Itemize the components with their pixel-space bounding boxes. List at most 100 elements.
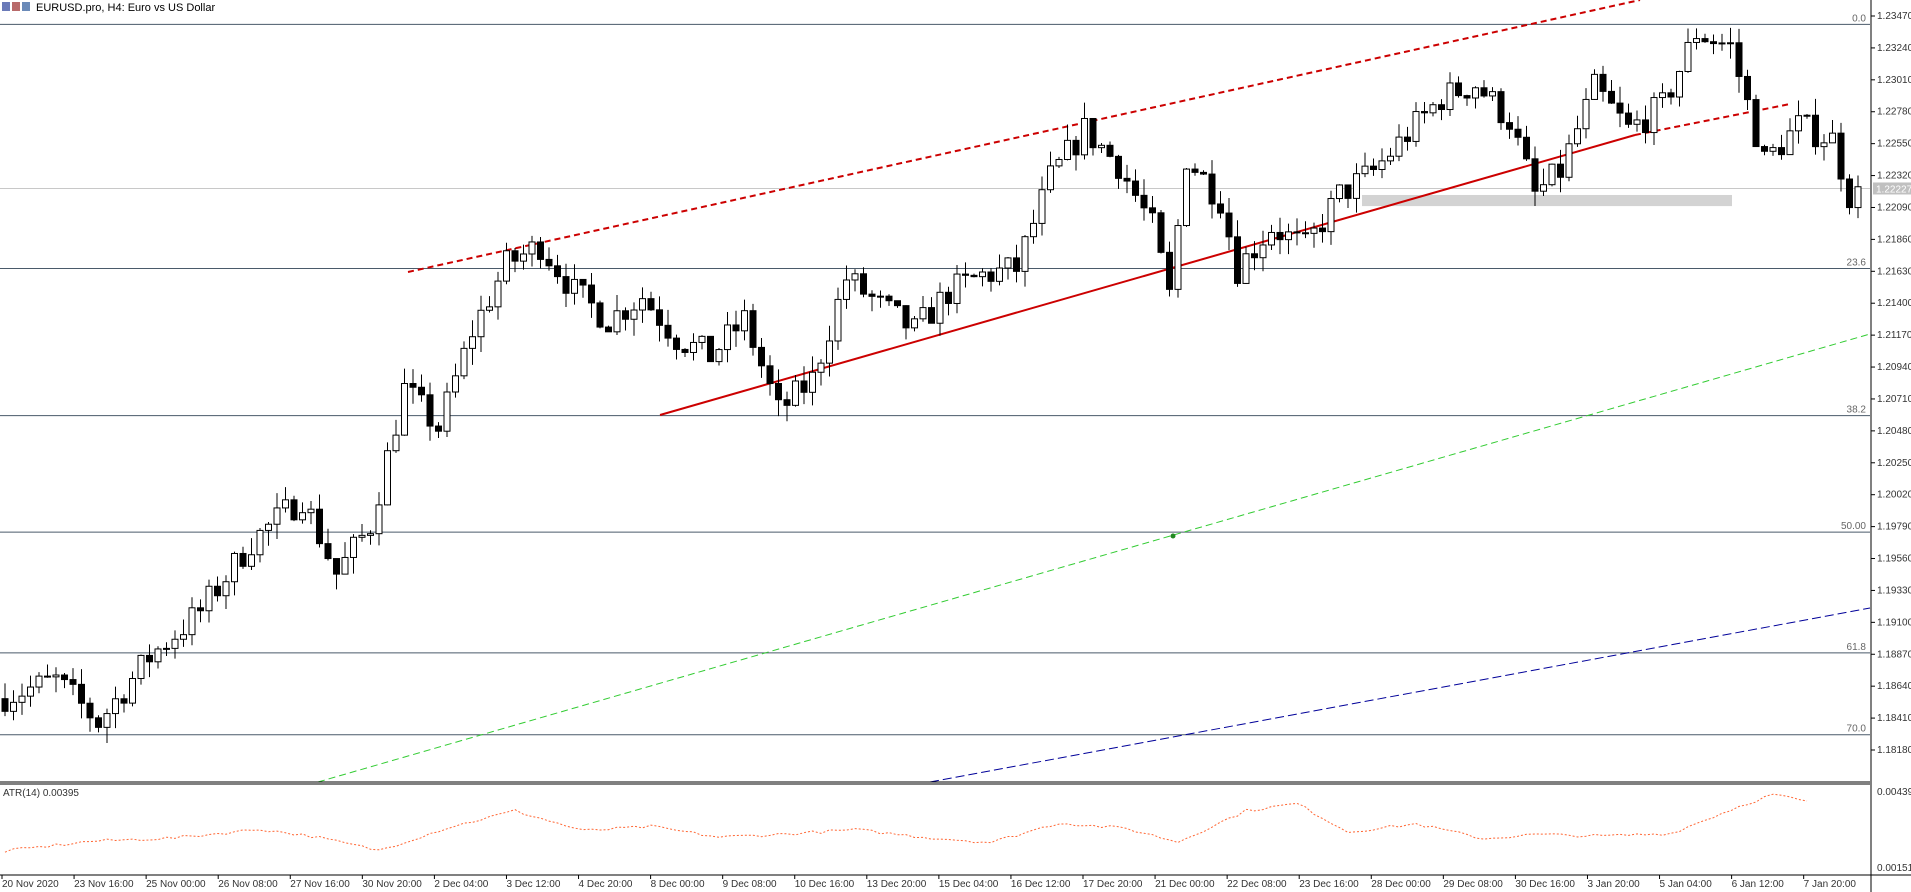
candle[interactable] [1446,72,1454,116]
candle[interactable] [1727,27,1734,59]
candle[interactable] [231,551,238,596]
candle[interactable] [1625,103,1632,128]
candle[interactable] [1837,122,1845,192]
candle[interactable] [1557,149,1564,193]
candle[interactable] [452,363,459,398]
candle[interactable] [571,264,578,305]
candle[interactable] [1327,190,1335,245]
candle[interactable] [562,263,570,307]
candle[interactable] [596,300,604,329]
candle[interactable] [707,335,714,363]
candle[interactable] [962,262,969,288]
candle[interactable] [1582,88,1590,139]
candle[interactable] [1115,154,1122,189]
candle[interactable] [724,312,731,363]
candle[interactable] [758,337,765,378]
candle[interactable] [1191,163,1199,176]
candle[interactable] [197,599,204,623]
candle[interactable] [1,683,9,717]
candle[interactable] [103,708,111,743]
candle[interactable] [61,672,68,689]
candle[interactable] [1472,86,1479,109]
candle[interactable] [1514,116,1522,146]
candle[interactable] [1633,110,1641,132]
candle[interactable] [222,575,230,609]
candle[interactable] [979,268,986,287]
candle[interactable] [1302,221,1309,239]
candle[interactable] [630,302,638,336]
candle[interactable] [435,422,442,438]
candle[interactable] [1608,80,1615,104]
candle[interactable] [35,672,43,694]
candle[interactable] [1234,220,1241,287]
candle[interactable] [1803,114,1811,119]
candle[interactable] [375,492,383,546]
candle[interactable] [494,271,502,320]
candle[interactable] [358,524,366,542]
candle[interactable] [1650,92,1658,145]
candle[interactable] [1795,100,1802,144]
candle[interactable] [1718,33,1726,51]
candle[interactable] [1319,213,1326,243]
candle[interactable] [401,368,408,436]
candle[interactable] [1013,244,1020,283]
candle[interactable] [783,391,791,422]
candle[interactable] [775,369,782,417]
candle[interactable] [299,502,306,524]
candle[interactable] [120,694,128,713]
candle[interactable] [1004,257,1012,280]
candle[interactable] [1676,70,1683,107]
candle[interactable] [554,254,561,284]
candle[interactable] [146,644,153,678]
candle[interactable] [1752,94,1760,148]
candle[interactable] [885,294,893,306]
candle[interactable] [163,642,170,657]
candle[interactable] [1183,167,1190,227]
candle[interactable] [673,334,680,360]
candle[interactable] [44,664,51,678]
candle[interactable] [656,296,663,342]
candle[interactable] [1166,241,1173,297]
candle[interactable] [1667,88,1675,105]
candle[interactable] [690,333,697,361]
candle[interactable] [86,697,94,732]
candle[interactable] [843,265,850,309]
candle[interactable] [1438,99,1445,121]
candle[interactable] [868,290,876,312]
candle[interactable] [1616,86,1624,128]
candle[interactable] [1684,28,1692,73]
candle[interactable] [511,247,519,273]
candle[interactable] [605,325,612,333]
candle[interactable] [1089,117,1097,156]
candle[interactable] [171,630,179,659]
candle[interactable] [137,654,145,685]
candle[interactable] [1565,134,1573,182]
candle[interactable] [290,495,298,522]
candle[interactable] [749,303,757,356]
candle[interactable] [817,359,825,386]
candle[interactable] [392,419,400,453]
candle[interactable] [945,286,952,316]
candle[interactable] [1276,217,1284,255]
candle[interactable] [350,534,357,574]
candle[interactable] [1140,179,1148,221]
candle[interactable] [1455,76,1462,98]
candle[interactable] [205,579,213,623]
candle[interactable] [911,315,918,332]
candle[interactable] [919,295,927,322]
candle[interactable] [1412,102,1420,147]
candle[interactable] [1531,146,1539,207]
candle[interactable] [324,528,332,561]
candle[interactable] [367,530,374,545]
candle[interactable] [1157,209,1165,254]
candle[interactable] [469,320,476,365]
candle[interactable] [826,325,833,377]
candle[interactable] [588,272,595,318]
candle[interactable] [316,494,323,548]
candle[interactable] [1387,147,1394,165]
candle[interactable] [154,646,162,669]
candle[interactable] [18,683,26,715]
candle[interactable] [1106,141,1114,158]
candle[interactable] [1268,224,1275,250]
